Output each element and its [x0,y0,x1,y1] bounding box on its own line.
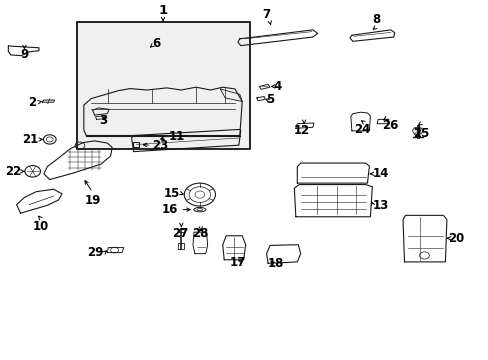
Text: 11: 11 [169,130,185,143]
Bar [77,22,249,149]
Text: 7: 7 [262,8,270,21]
Text: 23: 23 [152,139,168,152]
Text: 20: 20 [447,232,464,245]
Text: 19: 19 [84,194,101,207]
Text: 4: 4 [273,80,282,93]
Text: 24: 24 [354,123,370,136]
Text: 1: 1 [158,4,167,17]
Text: 28: 28 [191,227,207,240]
Text: 26: 26 [381,119,397,132]
Text: 16: 16 [161,203,178,216]
Text: 13: 13 [371,199,388,212]
Text: 2: 2 [28,96,36,109]
Text: 22: 22 [5,165,21,178]
Text: 6: 6 [152,37,160,50]
Text: 5: 5 [265,93,273,106]
Text: 12: 12 [293,124,310,137]
Text: 17: 17 [229,256,245,269]
Bar [132,142,139,147]
Text: 18: 18 [267,257,284,270]
Text: 27: 27 [172,227,188,240]
Text: 3: 3 [99,114,107,127]
Text: 25: 25 [412,127,428,140]
Text: 14: 14 [371,167,388,180]
Text: 21: 21 [22,133,38,146]
Text: 9: 9 [20,48,28,61]
Text: 29: 29 [87,246,103,259]
Text: 8: 8 [371,13,380,26]
Text: 15: 15 [163,187,180,201]
Text: 10: 10 [33,220,49,233]
